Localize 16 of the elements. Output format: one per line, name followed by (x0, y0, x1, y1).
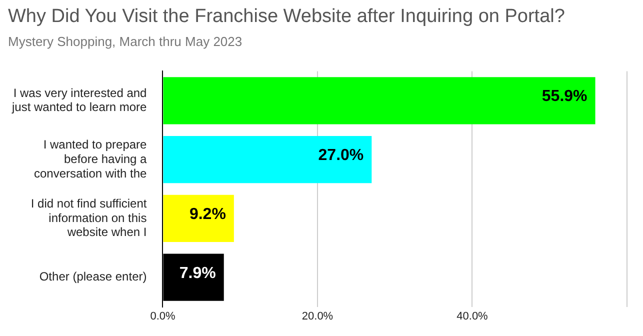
bar (163, 194, 234, 242)
y-tick-label: I wanted to prepare before having a conversation with the (34, 137, 148, 180)
x-tick-label: 40.0% (456, 310, 488, 322)
bar (163, 136, 372, 184)
x-tick-label: 20.0% (302, 310, 334, 322)
data-label: 27.0% (318, 146, 364, 164)
bar (163, 77, 596, 124)
data-label: 9.2% (189, 206, 226, 223)
x-tick-label: 0.0% (150, 310, 176, 322)
y-tick-label: I did not find sufficient information on this website when I (30, 196, 148, 240)
data-label: 55.9% (542, 88, 588, 106)
chart-title: Why Did You Visit the Franchise Website after Inquiring on Portal? (8, 6, 565, 28)
y-tick-label: I was very interested and just wanted to learn more (10, 86, 148, 114)
chart-subtitle: Mystery Shopping, March thru May 2023 (8, 34, 242, 49)
y-tick-label: Other (please enter) (39, 270, 147, 284)
data-label: 7.9% (179, 264, 216, 282)
